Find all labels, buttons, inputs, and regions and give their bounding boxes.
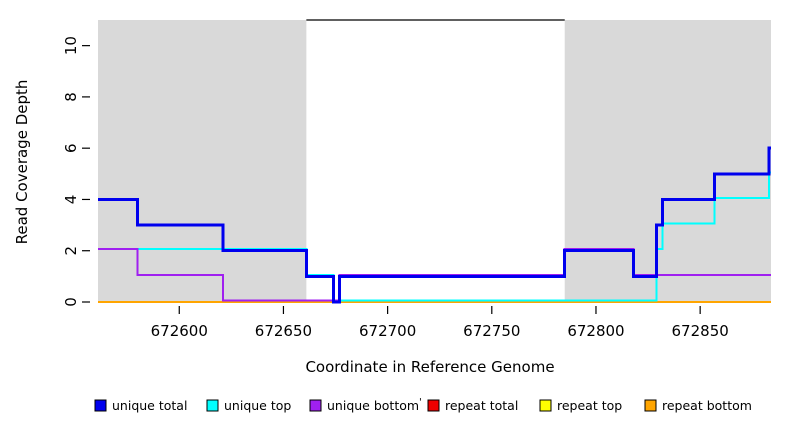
y-axis-title: Read Coverage Depth bbox=[13, 80, 31, 245]
legend: unique total unique top unique bottom repea… bbox=[94, 397, 752, 413]
y-tick-label: 10 bbox=[62, 36, 80, 55]
y-tick-label: 8 bbox=[62, 92, 80, 102]
legend-swatch-unique-total bbox=[94, 399, 107, 412]
x-tick-label: 672800 bbox=[567, 322, 624, 340]
legend-item-unique-top: unique top bbox=[206, 398, 291, 413]
legend-label-repeat-total: repeat total bbox=[445, 398, 518, 413]
series-line-unique-total bbox=[98, 146, 771, 304]
y-tick-label: 2 bbox=[62, 246, 80, 256]
legend-swatch-repeat-bottom bbox=[644, 399, 657, 412]
legend-swatch-repeat-top bbox=[539, 399, 552, 412]
x-tick-label: 672650 bbox=[255, 322, 312, 340]
legend-item-unique-bottom: unique bottom bbox=[309, 398, 419, 413]
legend-item-unique-total: unique total bbox=[94, 398, 187, 413]
x-tick-label: 672750 bbox=[463, 322, 520, 340]
legend-label-repeat-top: repeat top bbox=[557, 398, 622, 413]
legend-swatch-unique-top bbox=[206, 399, 219, 412]
x-tick-label: 672850 bbox=[672, 322, 729, 340]
legend-label-unique-top: unique top bbox=[224, 398, 291, 413]
x-tick-label: 672600 bbox=[151, 322, 208, 340]
x-tick-label: 672700 bbox=[359, 322, 416, 340]
x-axis-title: Coordinate in Reference Genome bbox=[305, 358, 554, 376]
legend-label-unique-bottom: unique bottom bbox=[327, 398, 419, 413]
legend-label-unique-total: unique total bbox=[112, 398, 187, 413]
legend-stray-mark: ' bbox=[419, 397, 422, 408]
legend-item-repeat-total: repeat total bbox=[427, 398, 518, 413]
shaded-region-0 bbox=[98, 20, 307, 302]
legend-label-repeat-bottom: repeat bottom bbox=[662, 398, 752, 413]
shaded-region-1 bbox=[564, 20, 771, 302]
legend-swatch-repeat-total bbox=[427, 399, 440, 412]
legend-item-repeat-bottom: repeat bottom bbox=[644, 398, 752, 413]
plot-area: 672600 672650 672700 672750 672800 672850 0 2 4 6… bbox=[62, 19, 771, 340]
y-tick-label: 0 bbox=[62, 297, 80, 307]
legend-swatch-unique-bottom bbox=[309, 399, 322, 412]
y-tick-label: 6 bbox=[62, 143, 80, 153]
y-tick-label: 4 bbox=[62, 195, 80, 205]
legend-item-repeat-top: repeat top bbox=[539, 398, 622, 413]
